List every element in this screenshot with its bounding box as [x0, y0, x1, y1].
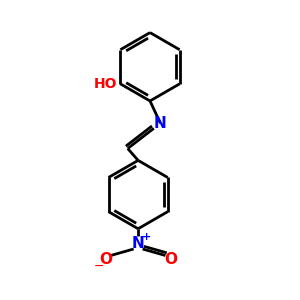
Text: O: O [164, 253, 177, 268]
Text: N: N [132, 236, 145, 251]
Text: −: − [94, 260, 104, 273]
Text: HO: HO [94, 77, 117, 91]
Text: N: N [154, 116, 167, 131]
Text: O: O [99, 253, 112, 268]
Text: +: + [142, 232, 151, 242]
